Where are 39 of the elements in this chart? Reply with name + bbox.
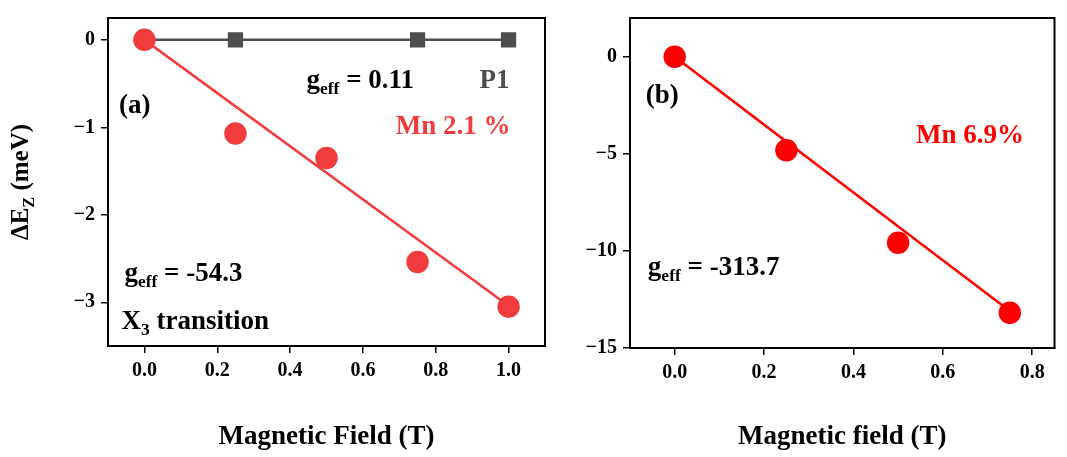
point [227, 32, 244, 48]
x-tick-label: 0.4 [277, 358, 303, 381]
point [886, 231, 910, 255]
x-tick-label: 0.2 [751, 360, 777, 383]
y-tick-label: −5 [595, 141, 617, 164]
x-tick-label: 1.0 [496, 358, 522, 381]
x-tick-label: 0.6 [350, 358, 376, 381]
x-tick-label: 0.8 [423, 358, 449, 381]
point [998, 301, 1022, 324]
x-tick-label: 0.8 [1019, 360, 1045, 383]
point [133, 28, 156, 52]
point [409, 32, 426, 48]
x-tick-label: 0.0 [131, 358, 157, 381]
x-tick-label: 0.2 [204, 358, 230, 381]
point [775, 138, 798, 162]
y-tick-label: −15 [585, 335, 617, 358]
y-tick-label: −2 [73, 201, 95, 224]
y-tick-label: −1 [73, 114, 95, 137]
x-tick-label: 0.6 [930, 360, 956, 383]
point [406, 250, 429, 274]
point [497, 295, 520, 318]
point [315, 146, 338, 170]
point [224, 122, 247, 145]
y-tick-label: −10 [585, 238, 617, 261]
y-tick-label: 0 [85, 27, 95, 50]
x-tick-label: 0.0 [662, 360, 688, 383]
point [500, 32, 517, 48]
annotation: (b) [645, 78, 679, 109]
annotation: (a) [118, 89, 151, 120]
x-axis-title: Magnetic field (T) [738, 419, 947, 450]
point [663, 45, 686, 69]
x-axis-title: Magnetic Field (T) [218, 419, 435, 450]
text: Mn 2.1 % [395, 110, 511, 141]
y-axis-title: ΔEZ (meV) [6, 123, 38, 241]
y-tick-label: 0 [607, 44, 617, 66]
text: Mn 6.9% [915, 119, 1024, 150]
series-label: P1 [479, 63, 510, 94]
x-tick-label: 0.4 [840, 360, 866, 383]
y-tick-label: −3 [73, 289, 95, 312]
